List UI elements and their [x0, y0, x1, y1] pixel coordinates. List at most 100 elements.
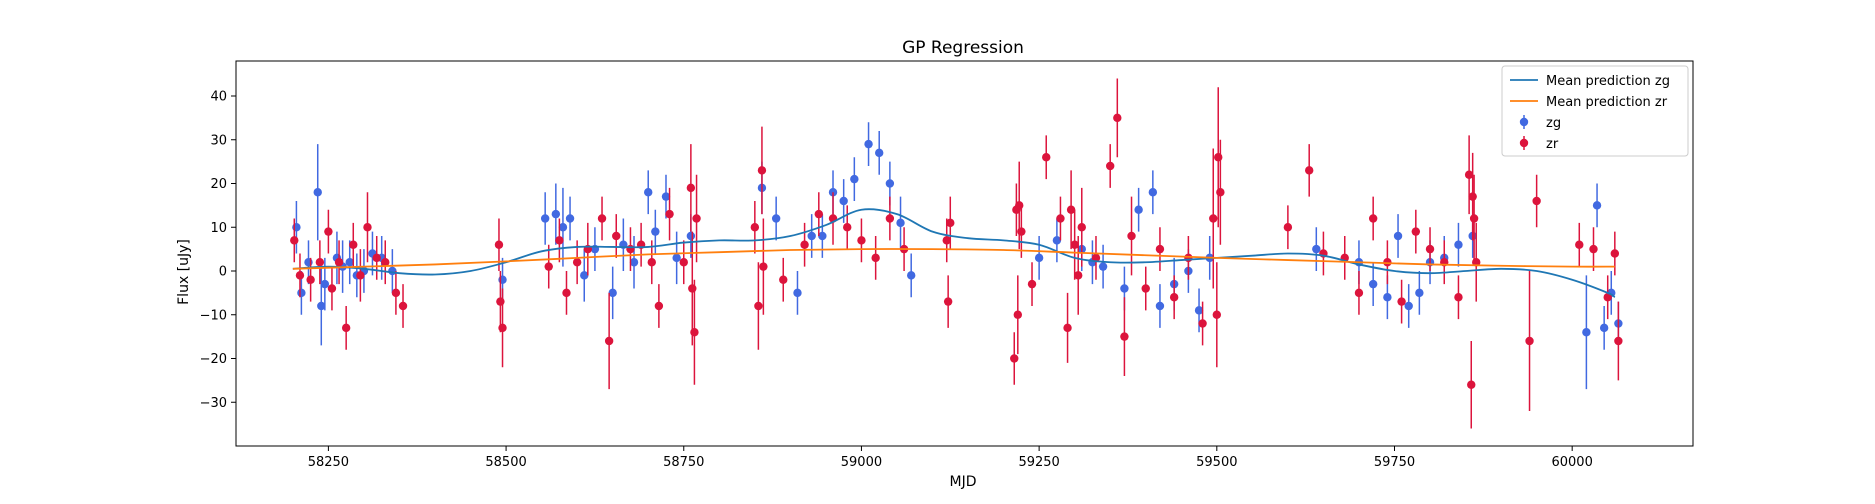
zg-point	[661, 192, 671, 201]
zg-point	[1582, 328, 1591, 337]
zr-point	[679, 258, 688, 267]
zr-point	[1155, 244, 1165, 254]
zr-point	[324, 227, 333, 236]
zr-point	[1216, 188, 1225, 197]
zr-point	[754, 301, 763, 311]
x-tick-label: 59500	[1196, 455, 1237, 470]
legend-label: zr	[1546, 137, 1559, 152]
zr-point	[612, 231, 621, 241]
zg-point	[644, 188, 653, 197]
zg-point	[320, 279, 330, 289]
zr-point	[946, 218, 955, 228]
zg-point	[1120, 284, 1129, 293]
zr-point	[372, 253, 381, 263]
zr-point	[562, 288, 571, 298]
zr-point	[604, 336, 614, 346]
zr-point	[381, 258, 390, 267]
x-tick-label: 58750	[663, 455, 704, 470]
zr-point	[363, 223, 372, 232]
zr-point	[1411, 227, 1421, 236]
zr-point	[1120, 332, 1129, 341]
x-axis-label: MJD	[950, 474, 977, 490]
zg-point	[1155, 301, 1165, 311]
x-tick-label: 59000	[841, 455, 882, 470]
zr-point	[1017, 227, 1026, 236]
zr-point	[750, 223, 760, 232]
zr-point	[1603, 293, 1612, 302]
zg-point	[551, 209, 561, 219]
y-tick-label: −30	[200, 396, 227, 411]
zg-point	[580, 271, 589, 280]
zg-point	[304, 258, 313, 267]
zr-point	[555, 236, 564, 245]
zg-point	[818, 231, 827, 241]
zr-point	[398, 301, 408, 311]
zr-point	[779, 275, 788, 284]
zr-point	[1454, 293, 1463, 302]
zg-point	[850, 174, 859, 184]
zr-point	[942, 236, 951, 245]
zr-point	[327, 284, 337, 293]
zr-point	[665, 209, 674, 219]
zr-point	[1070, 240, 1079, 249]
axes: 58250 58500 58750 59000 59250 59500 59750 60000…	[200, 60, 1694, 470]
zr-point	[1383, 258, 1392, 267]
zr-point	[1610, 249, 1620, 258]
zr-point	[857, 236, 866, 245]
zr-point	[1063, 323, 1072, 333]
zr-point	[1425, 244, 1435, 254]
zg-point	[629, 258, 639, 267]
legend-label: Mean prediction zr	[1546, 95, 1668, 110]
zr-point	[1113, 113, 1122, 123]
zg-point	[1393, 231, 1403, 241]
zg-point	[1148, 188, 1158, 197]
zr-point	[1305, 166, 1314, 175]
zr-point	[315, 258, 325, 267]
zr-point	[654, 301, 664, 311]
zr-point	[759, 262, 768, 271]
plot-area	[290, 78, 1623, 429]
zg-point	[1098, 262, 1108, 271]
zg-point	[1592, 201, 1602, 210]
zg-point	[875, 148, 884, 158]
zr-point	[1042, 153, 1051, 162]
zr-point	[1077, 223, 1086, 232]
zr-point	[498, 323, 507, 333]
zr-point	[626, 244, 635, 254]
zr-point	[688, 284, 697, 293]
zg-point	[896, 218, 905, 228]
zr-point	[1472, 258, 1481, 267]
zr-point	[1532, 196, 1541, 206]
zr-point	[1589, 244, 1598, 254]
zr-point	[1066, 205, 1076, 214]
zr-point	[1614, 336, 1623, 346]
y-tick-label: 40	[210, 90, 227, 105]
zg-point	[793, 288, 802, 298]
zg-point	[565, 214, 575, 223]
zr-point	[1467, 380, 1476, 389]
zr-point	[1169, 293, 1179, 302]
zr-point	[1106, 161, 1115, 171]
zg-point	[864, 139, 873, 149]
zr-point	[356, 271, 365, 280]
x-tick-label: 59750	[1374, 455, 1415, 470]
legend-swatch-marker	[1519, 117, 1529, 127]
zg-point	[672, 253, 681, 263]
zr-point	[1141, 284, 1150, 293]
x-tick-label: 59250	[1018, 455, 1059, 470]
zg-point	[1383, 293, 1392, 302]
zg-point	[540, 214, 550, 223]
zr-point	[1209, 214, 1218, 223]
zg-point	[1599, 323, 1609, 333]
zg-point	[1415, 288, 1424, 298]
zg-point	[608, 288, 617, 298]
zg-point	[1454, 240, 1463, 249]
zr-point	[1184, 253, 1193, 263]
zg-point	[292, 223, 301, 232]
zr-point	[1056, 214, 1065, 223]
zr-point	[885, 214, 895, 223]
zg-point	[313, 188, 322, 197]
x-tick-label: 60000	[1551, 455, 1592, 470]
